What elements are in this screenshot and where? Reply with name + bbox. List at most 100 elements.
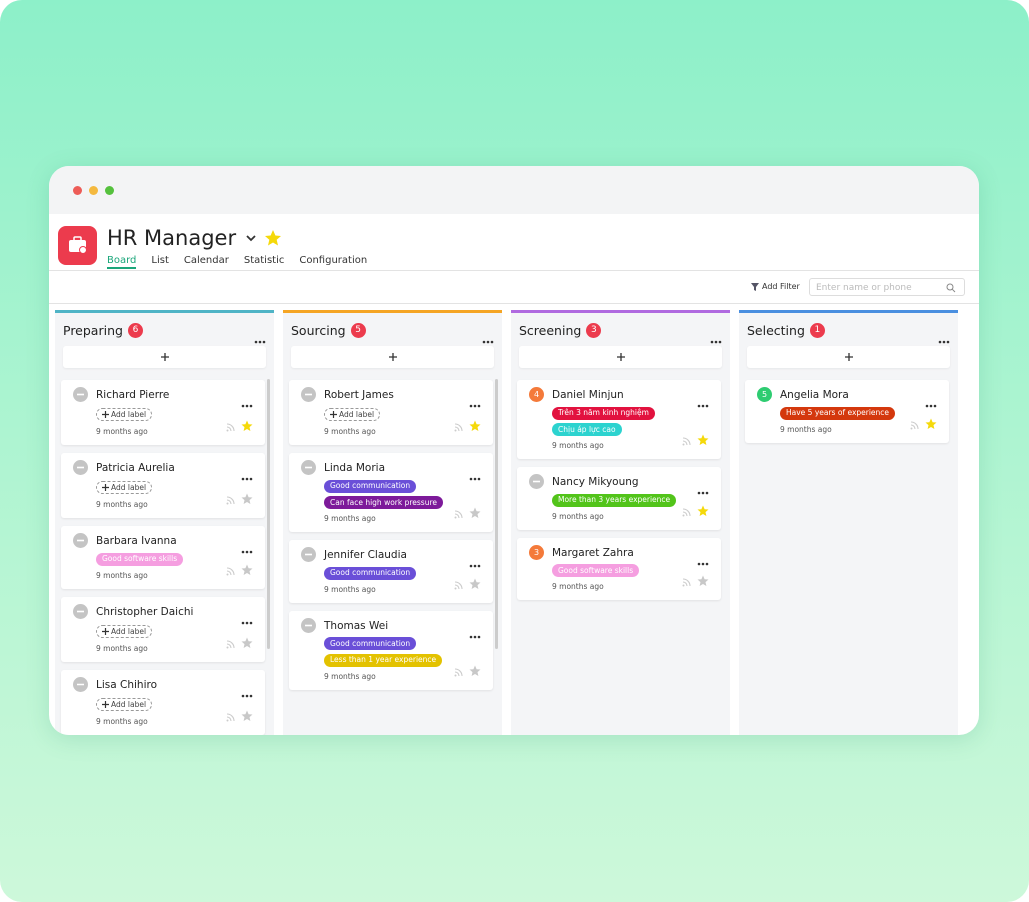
card-menu[interactable]	[469, 466, 481, 485]
tab[interactable]: Board	[107, 255, 137, 269]
tab[interactable]: Statistic	[243, 255, 285, 266]
rss-icon[interactable]	[682, 431, 691, 450]
add-card-button[interactable]	[63, 346, 266, 368]
card-menu[interactable]	[469, 624, 481, 643]
add-label-button[interactable]: Add label	[324, 408, 381, 421]
plus-icon	[102, 700, 109, 708]
add-card-button[interactable]	[519, 346, 722, 368]
candidate-card[interactable]: Robert James Add label 9 months ago	[289, 380, 493, 445]
card-menu[interactable]	[697, 393, 709, 412]
card-menu[interactable]	[241, 466, 253, 485]
status-icon[interactable]	[73, 603, 88, 619]
status-icon[interactable]	[301, 460, 316, 475]
rss-icon[interactable]	[226, 707, 235, 726]
card-menu[interactable]	[241, 610, 253, 629]
card-menu[interactable]	[697, 480, 709, 499]
rss-icon[interactable]	[910, 415, 919, 434]
scrollbar[interactable]	[495, 379, 498, 649]
candidate-card[interactable]: Jennifer Claudia Good communication 9 mont…	[289, 540, 493, 603]
candidate-card[interactable]: 3 Margaret Zahra Good software skills 9 mon…	[517, 537, 721, 600]
add-label-button[interactable]: Add label	[96, 624, 153, 638]
card-menu[interactable]	[241, 539, 253, 558]
rss-icon[interactable]	[682, 572, 691, 591]
candidate-card[interactable]: Thomas Wei Good communication Less than 1 …	[289, 610, 493, 690]
rss-icon[interactable]	[682, 502, 691, 521]
title-icons[interactable]	[243, 229, 283, 249]
star-icon[interactable]	[241, 561, 253, 580]
candidate-card[interactable]: Richard Pierre Add label 9 months ago	[61, 380, 265, 445]
column-menu[interactable]	[710, 329, 722, 348]
rss-icon-svg	[682, 578, 691, 587]
card-menu[interactable]	[241, 683, 253, 702]
status-icon[interactable]	[529, 474, 544, 489]
card-menu[interactable]	[469, 553, 481, 572]
candidate-name: Robert James	[324, 389, 394, 401]
status-icon[interactable]	[73, 533, 88, 548]
rss-icon[interactable]	[226, 561, 235, 580]
status-icon[interactable]	[73, 460, 88, 475]
candidate-card[interactable]: Patricia Aurelia Add label 9 months ago	[61, 453, 265, 518]
star-icon[interactable]	[241, 634, 253, 653]
candidate-card[interactable]: Barbara Ivanna Good software skills 9 mont…	[61, 526, 265, 589]
add-card-button[interactable]	[291, 346, 494, 368]
add-label-button[interactable]: Add label	[96, 697, 153, 711]
priority-badge: 3	[529, 544, 544, 560]
rss-icon[interactable]	[454, 417, 463, 436]
card-menu[interactable]	[925, 393, 937, 412]
card-menu[interactable]	[469, 393, 481, 412]
star-icon-svg	[241, 637, 253, 648]
star-icon[interactable]	[241, 417, 253, 436]
rss-icon[interactable]	[454, 662, 463, 681]
candidate-card[interactable]: Nancy Mikyoung More than 3 years experien…	[517, 467, 721, 530]
card-menu[interactable]	[241, 393, 253, 412]
status-icon[interactable]	[73, 676, 88, 692]
minimize-dot[interactable]	[89, 186, 98, 195]
rss-icon[interactable]	[454, 575, 463, 594]
scrollbar[interactable]	[267, 379, 270, 649]
status-icon[interactable]	[301, 617, 316, 633]
tab[interactable]: Calendar	[183, 255, 229, 266]
star-icon-svg	[469, 507, 481, 518]
add-card-button[interactable]	[747, 346, 950, 368]
column-menu[interactable]	[254, 329, 266, 348]
tab[interactable]: List	[151, 255, 169, 266]
column-header: Sourcing 5	[291, 323, 366, 338]
status-icon-svg	[73, 387, 88, 402]
candidate-card[interactable]: Linda Moria Good communication Can face hi…	[289, 453, 493, 532]
star-icon[interactable]	[469, 417, 481, 436]
card-menu[interactable]	[697, 551, 709, 570]
rss-icon[interactable]	[226, 634, 235, 653]
status-icon[interactable]	[301, 547, 316, 562]
rss-icon[interactable]	[226, 490, 235, 509]
star-icon[interactable]	[697, 572, 709, 591]
filter-button[interactable]: Add Filter	[751, 282, 800, 291]
star-icon[interactable]	[925, 415, 937, 434]
star-icon[interactable]	[241, 707, 253, 726]
rss-icon[interactable]	[226, 417, 235, 436]
star-icon[interactable]	[469, 662, 481, 681]
candidate-card[interactable]: Lisa Chihiro Add label 9 months ago	[61, 669, 265, 735]
add-label-button[interactable]: Add label	[96, 481, 153, 494]
label-tag: Trên 3 năm kinh nghiệm	[552, 406, 655, 420]
star-icon-svg	[469, 578, 481, 589]
add-label-text: Add label	[111, 699, 147, 709]
star-icon[interactable]	[469, 575, 481, 594]
rss-icon[interactable]	[454, 504, 463, 523]
card-menu-svg	[697, 491, 709, 495]
star-icon[interactable]	[697, 502, 709, 521]
maximize-dot[interactable]	[105, 186, 114, 195]
candidate-card[interactable]: 4 Daniel Minjun Trên 3 năm kinh nghiệm Chịu…	[517, 380, 721, 459]
column-menu[interactable]	[938, 329, 950, 348]
candidate-card[interactable]: Christopher Daichi Add label 9 months ago	[61, 596, 265, 662]
column-menu[interactable]	[482, 329, 494, 348]
status-icon[interactable]	[73, 387, 88, 402]
close-dot[interactable]	[73, 186, 82, 195]
add-label-button[interactable]: Add label	[96, 408, 153, 421]
candidate-card[interactable]: 5 Angelia Mora Have 5 years of experience 9…	[745, 380, 949, 443]
search-input[interactable]: Enter name or phone	[809, 278, 965, 296]
star-icon[interactable]	[697, 431, 709, 450]
status-icon[interactable]	[301, 387, 316, 402]
tab[interactable]: Configuration	[299, 255, 368, 266]
star-icon[interactable]	[241, 490, 253, 509]
star-icon[interactable]	[469, 504, 481, 523]
